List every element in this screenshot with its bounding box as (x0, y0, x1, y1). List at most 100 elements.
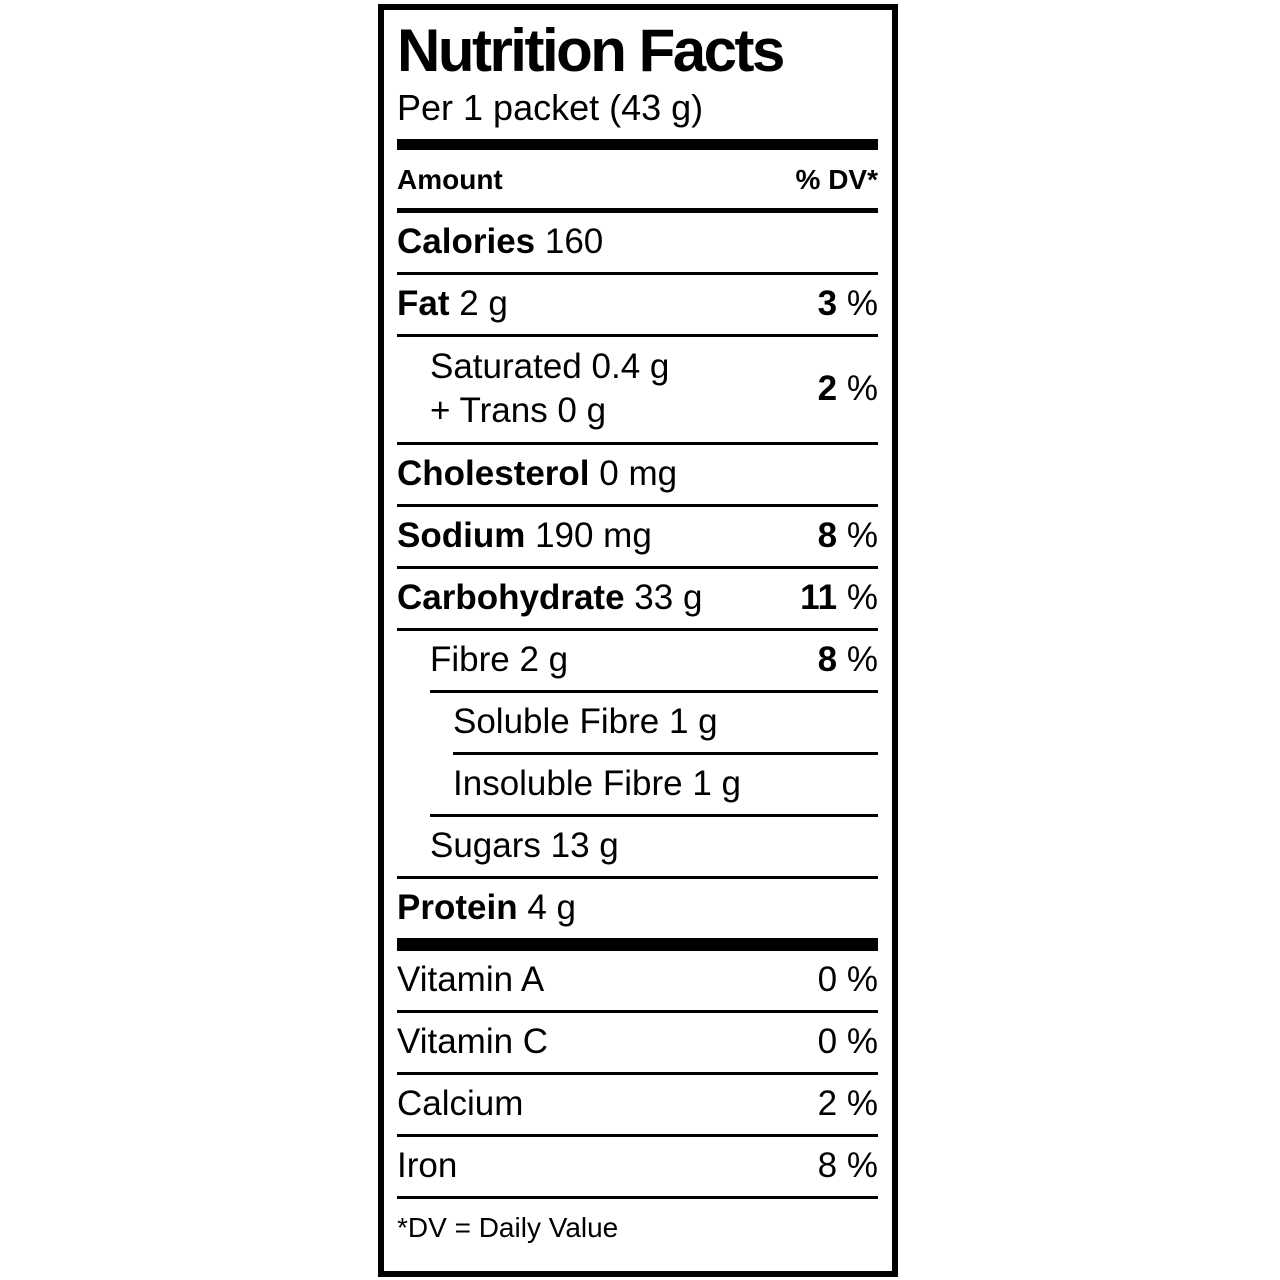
vitamin-c-name: Vitamin C (397, 1023, 548, 1061)
row-iron: Iron 8 % (397, 1137, 878, 1196)
vitamin-a-dv-value: 0 (817, 960, 838, 999)
vitamin-c-dv-value: 0 (817, 1022, 838, 1061)
row-fibre: Fibre 2 g 8 % (397, 631, 878, 690)
vitamin-a-label: Vitamin A (397, 960, 545, 999)
soluble-fibre-amount: Soluble Fibre 1 g (397, 703, 718, 741)
fibre-name: Fibre (430, 640, 510, 679)
fibre-dv-sign: % (846, 640, 878, 679)
divider-thick-micronutrients (397, 938, 878, 951)
column-header-amount: Amount (397, 164, 503, 195)
sodium-dv: 8 % (810, 517, 878, 555)
row-calories: Calories 160 (397, 213, 878, 272)
sodium-dv-value: 8 (817, 516, 838, 555)
cholesterol-name: Cholesterol (397, 454, 590, 493)
calcium-label: Calcium (397, 1084, 524, 1123)
divider (397, 566, 878, 569)
column-header-row: Amount % DV* (397, 150, 878, 208)
divider (397, 272, 878, 275)
carbohydrate-dv: 11 % (792, 579, 878, 617)
divider (397, 504, 878, 507)
divider (397, 628, 878, 631)
cholesterol-qty: 0 mg (599, 454, 678, 493)
sugars-qty: 13 g (550, 826, 619, 865)
divider-indent-2 (453, 752, 878, 755)
fat-name: Fat (397, 284, 450, 323)
vitamin-a-dv: 0 % (810, 961, 878, 999)
insoluble-fibre-qty: 1 g (692, 764, 741, 803)
fat-amount: Fat 2 g (397, 285, 508, 323)
insoluble-fibre-name: Insoluble Fibre (453, 764, 683, 803)
divider (397, 1010, 878, 1013)
carbohydrate-qty: 33 g (634, 578, 703, 617)
iron-dv-value: 8 (817, 1146, 838, 1185)
calories-amount: Calories 160 (397, 223, 603, 261)
protein-amount: Protein 4 g (397, 889, 576, 927)
calcium-dv: 2 % (810, 1085, 878, 1123)
row-calcium: Calcium 2 % (397, 1075, 878, 1134)
divider (397, 876, 878, 879)
calcium-dv-value: 2 (817, 1084, 838, 1123)
fibre-dv: 8 % (810, 641, 878, 679)
divider (397, 1072, 878, 1075)
divider (397, 1196, 878, 1199)
row-sodium: Sodium 190 mg 8 % (397, 507, 878, 566)
sodium-amount: Sodium 190 mg (397, 517, 652, 555)
carbohydrate-name: Carbohydrate (397, 578, 625, 617)
fibre-qty: 2 g (519, 640, 569, 679)
serving-size: Per 1 packet (43 g) (397, 87, 704, 128)
sugars-name: Sugars (430, 826, 541, 865)
protein-qty: 4 g (527, 888, 576, 927)
divider (397, 442, 878, 445)
row-cholesterol: Cholesterol 0 mg (397, 445, 878, 504)
divider (397, 1134, 878, 1137)
saturated-dv-sign: % (846, 369, 878, 408)
iron-dv-sign: % (846, 1146, 878, 1185)
fibre-amount: Fibre 2 g (397, 641, 568, 679)
fibre-dv-value: 8 (817, 640, 838, 679)
row-vitamin-a: Vitamin A 0 % (397, 951, 878, 1010)
row-soluble-fibre: Soluble Fibre 1 g (397, 693, 878, 752)
protein-name: Protein (397, 888, 518, 927)
dv-footnote: *DV = Daily Value (397, 1212, 619, 1243)
divider-indent-1 (430, 690, 878, 693)
fat-dv: 3 % (810, 285, 878, 323)
vitamin-a-dv-sign: % (846, 960, 878, 999)
divider-indent-1 (430, 814, 878, 817)
sodium-name: Sodium (397, 516, 526, 555)
iron-dv: 8 % (810, 1147, 878, 1185)
sodium-qty: 190 mg (535, 516, 652, 555)
soluble-fibre-name: Soluble Fibre (453, 702, 660, 741)
saturated-line1: Saturated 0.4 g (430, 347, 670, 386)
row-insoluble-fibre: Insoluble Fibre 1 g (397, 755, 878, 814)
fat-dv-sign: % (846, 284, 878, 323)
iron-name: Iron (397, 1147, 457, 1185)
row-sugars: Sugars 13 g (397, 817, 878, 876)
divider-thick-top (397, 139, 878, 150)
row-protein: Protein 4 g (397, 879, 878, 938)
calories-name: Calories (397, 222, 536, 261)
vitamin-c-dv-sign: % (846, 1022, 878, 1061)
carbohydrate-dv-sign: % (846, 578, 878, 617)
sodium-dv-sign: % (846, 516, 878, 555)
nutrition-facts-label: Nutrition Facts Per 1 packet (43 g) Amou… (378, 4, 898, 1277)
divider (397, 334, 878, 337)
fat-qty: 2 g (459, 284, 508, 323)
row-saturated-trans: Saturated 0.4 g + Trans 0 g 2 % (397, 337, 878, 442)
sugars-amount: Sugars 13 g (397, 827, 619, 865)
row-vitamin-c: Vitamin C 0 % (397, 1013, 878, 1072)
carbohydrate-dv-value: 11 (800, 578, 838, 617)
row-carbohydrate: Carbohydrate 33 g 11 % (397, 569, 878, 628)
saturated-dv: 2 % (810, 370, 878, 408)
vitamin-c-label: Vitamin C (397, 1022, 549, 1061)
saturated-amount: Saturated 0.4 g + Trans 0 g (397, 345, 669, 433)
vitamin-c-dv: 0 % (810, 1023, 878, 1061)
row-fat: Fat 2 g 3 % (397, 275, 878, 334)
fat-dv-value: 3 (817, 284, 838, 323)
label-title: Nutrition Facts (397, 17, 785, 84)
column-header-dv: % DV* (795, 164, 878, 195)
soluble-fibre-qty: 1 g (668, 702, 718, 741)
divider-header (397, 208, 878, 213)
calories-qty: 160 (544, 222, 604, 261)
iron-label: Iron (397, 1146, 458, 1185)
